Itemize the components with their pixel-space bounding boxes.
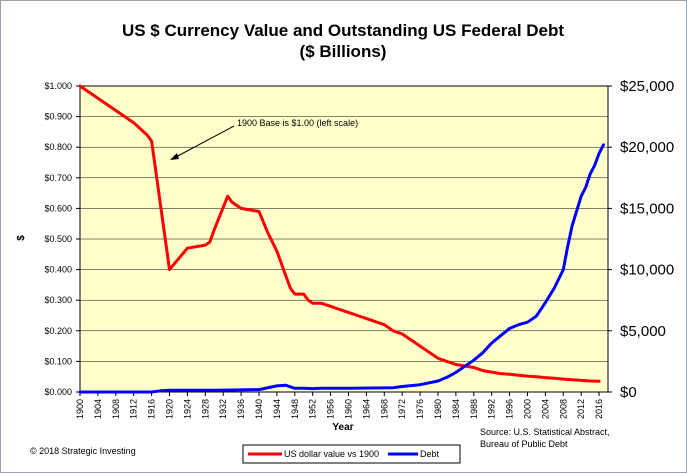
left-tick-label: $0.200	[44, 326, 72, 336]
annotation-arrow	[173, 125, 235, 159]
source-line-1: Source: U.S. Statistical Abstract,	[480, 427, 610, 437]
left-tick-label: $0.100	[44, 356, 72, 366]
x-tick-label: 1968	[379, 399, 389, 419]
x-tick-label: 1912	[129, 399, 139, 419]
legend-label-dollar: US dollar value vs 1900	[284, 449, 379, 459]
x-tick-label: 1920	[164, 399, 174, 419]
x-tick-label: 1980	[433, 399, 443, 419]
gridlines	[80, 116, 608, 362]
x-axis-label: Year	[332, 422, 353, 433]
x-tick-label: 1916	[147, 399, 157, 419]
x-tick-label: 1964	[361, 399, 371, 419]
left-tick-label: $0.800	[44, 142, 72, 152]
x-tick-label: 1928	[200, 399, 210, 419]
x-tick-label: 2000	[522, 399, 532, 419]
y-axis-label: $	[16, 235, 27, 241]
chart-subtitle: ($ Billions)	[300, 42, 387, 61]
series-layer	[78, 84, 605, 394]
right-tick-label: $25,000	[620, 78, 674, 95]
left-axis-ticks: $0.000 $0.100 $0.200 $0.300 $0.400 $0.500 $0.6…	[44, 81, 80, 397]
right-tick-label: $15,000	[620, 200, 674, 217]
x-axis-ticks: 1900 1904 1908 1912 1916 1920 1924 1928 1932 1936…	[75, 392, 604, 419]
left-tick-label: $1.000	[44, 81, 72, 91]
right-tick-label: $5,000	[620, 323, 666, 340]
x-tick-label: 1944	[272, 399, 282, 419]
copyright-text: © 2018 Strategic Investing	[30, 446, 136, 456]
left-tick-label: $0.700	[44, 173, 72, 183]
legend-box	[242, 444, 461, 464]
x-tick-label: 1948	[290, 399, 300, 419]
right-tick-label: $20,000	[620, 139, 674, 156]
x-tick-label: 1904	[93, 399, 103, 419]
x-tick-label: 1932	[218, 399, 228, 419]
x-tick-label: 1984	[451, 399, 461, 419]
x-tick-label: 1940	[254, 399, 264, 419]
right-tick-label: $0	[620, 384, 637, 401]
x-tick-label: 1996	[505, 399, 515, 419]
left-tick-label: $0.900	[44, 112, 72, 122]
left-tick-label: $0.400	[44, 265, 72, 275]
annotation-text: 1900 Base is $1.00 (left scale)	[237, 118, 358, 128]
x-tick-label: 1900	[75, 399, 85, 419]
legend-label-debt: Debt	[420, 449, 440, 459]
x-tick-label: 1924	[182, 399, 192, 419]
left-tick-label: $0.500	[44, 234, 72, 244]
x-tick-label: 1952	[308, 399, 318, 419]
x-tick-label: 1988	[469, 399, 479, 419]
left-tick-label: $0.300	[44, 295, 72, 305]
chart-title: US $ Currency Value and Outstanding US F…	[122, 21, 564, 40]
left-tick-label: $0.000	[44, 387, 72, 397]
x-tick-label: 1976	[415, 399, 425, 419]
x-tick-label: 1936	[236, 399, 246, 419]
x-tick-label: 1956	[326, 399, 336, 419]
source-line-2: Bureau of Public Debt	[480, 439, 568, 449]
x-tick-label: 2004	[540, 399, 550, 419]
x-tick-label: 2016	[594, 399, 604, 419]
x-tick-label: 1972	[397, 399, 407, 419]
series-line-dollar-value	[78, 84, 601, 383]
legend: US dollar value vs 1900 Debt	[242, 444, 461, 464]
left-tick-label: $0.600	[44, 203, 72, 213]
x-tick-label: 1960	[343, 399, 353, 419]
x-tick-label: 2012	[576, 399, 586, 419]
annotation-arrowhead	[170, 153, 179, 160]
x-tick-label: 1908	[111, 399, 121, 419]
series-line-debt	[78, 143, 605, 394]
x-tick-label: 2008	[558, 399, 568, 419]
right-axis-ticks: $0 $5,000 $10,000 $15,000 $20,000 $25,000	[608, 78, 674, 401]
right-tick-label: $10,000	[620, 262, 674, 279]
x-tick-label: 1992	[487, 399, 497, 419]
